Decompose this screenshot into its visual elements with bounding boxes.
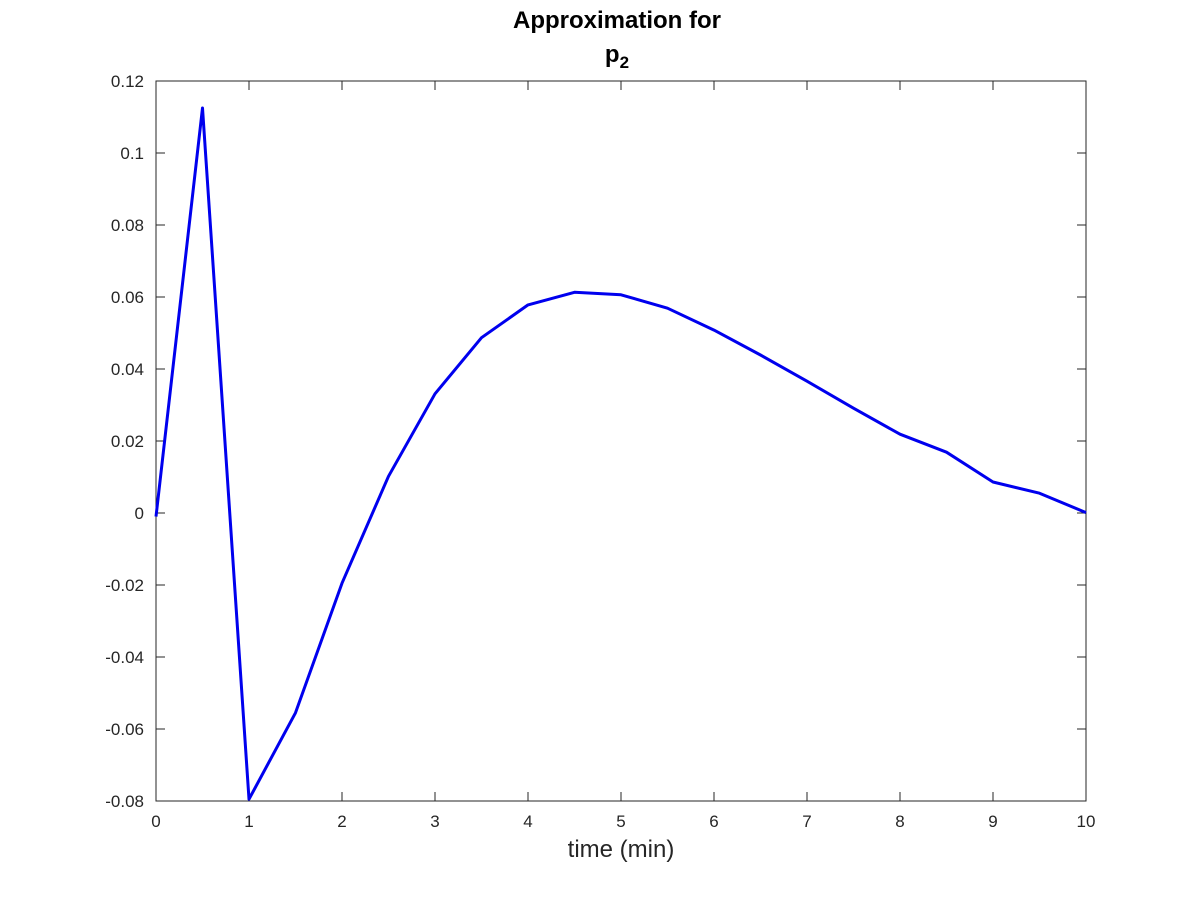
x-tick-label: 1 [244, 812, 253, 831]
y-tick-label: -0.06 [105, 720, 144, 739]
y-axis: -0.08 -0.06 -0.04 -0.02 0 0.02 0.04 0.06 0.08 0.1… [105, 72, 1086, 811]
x-tick-label: 3 [430, 812, 439, 831]
y-tick-label: 0.12 [111, 72, 144, 91]
x-axis: 0 1 2 3 4 5 6 7 8 9 10 [151, 81, 1095, 831]
series-layer [154, 106, 1087, 801]
y-tick-label: 0.04 [111, 360, 144, 379]
y-tick-label: -0.04 [105, 648, 144, 667]
y-tick-label: -0.08 [105, 792, 144, 811]
y-tick-label: 0.02 [111, 432, 144, 451]
x-tick-label: 5 [616, 812, 625, 831]
y-tick-label: 0.1 [120, 144, 144, 163]
chart-title: Approximation for [513, 7, 721, 34]
chart-title-symbol: p2 [605, 41, 629, 72]
y-tick-label: 0.06 [111, 288, 144, 307]
chart-title-subscript: 2 [620, 53, 629, 72]
y-tick-label: 0.08 [111, 216, 144, 235]
x-axis-label: time (min) [568, 836, 675, 863]
x-tick-label: 10 [1077, 812, 1096, 831]
x-tick-label: 6 [709, 812, 718, 831]
x-tick-label: 4 [523, 812, 532, 831]
x-tick-label: 7 [802, 812, 811, 831]
series-line [154, 106, 1087, 801]
chart-title-symbol-letter: p [605, 41, 620, 68]
x-tick-label: 9 [988, 812, 997, 831]
plot-frame [155, 80, 1087, 802]
x-tick-label: 0 [151, 812, 160, 831]
y-tick-label: 0 [135, 504, 144, 523]
plot-area [155, 80, 1087, 802]
x-tick-label: 8 [895, 812, 904, 831]
x-tick-label: 2 [337, 812, 346, 831]
y-tick-label: -0.02 [105, 576, 144, 595]
